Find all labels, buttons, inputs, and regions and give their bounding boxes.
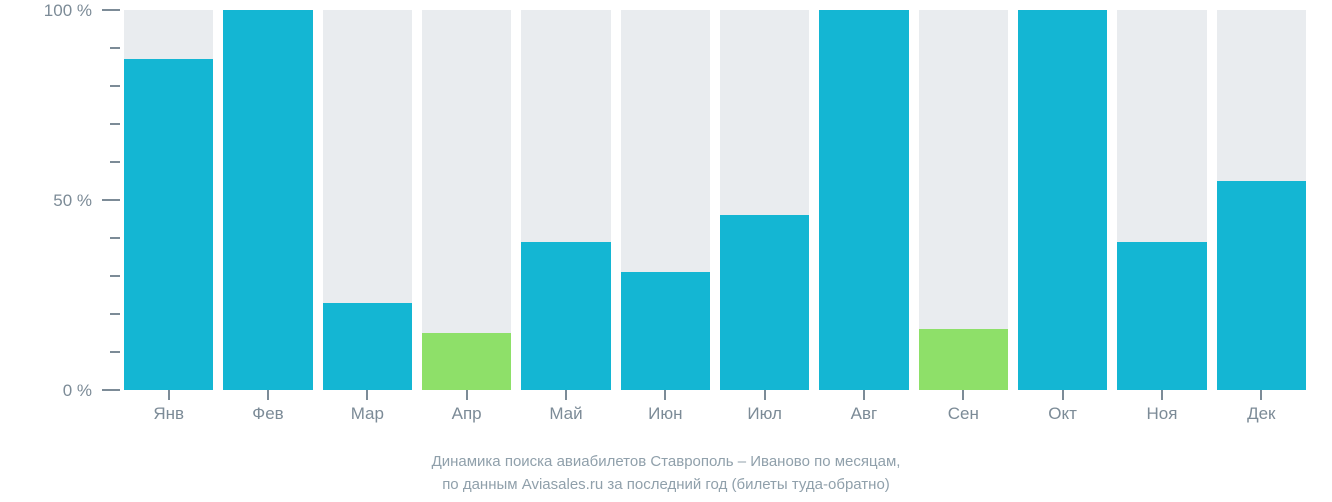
x-tick-mark [267, 390, 269, 400]
y-tick-mark [110, 313, 120, 315]
x-tick-mark [764, 390, 766, 400]
x-label-text: Дек [1217, 404, 1306, 424]
bar-fill [1217, 181, 1306, 390]
bar-slot [1117, 10, 1206, 390]
x-tick-mark [466, 390, 468, 400]
y-tick-label: 100 % [44, 2, 92, 19]
x-tick-mark [1161, 390, 1163, 400]
x-label: Июл [720, 394, 809, 434]
bar-background [621, 10, 710, 390]
x-label-text: Фев [223, 404, 312, 424]
bar-background [919, 10, 1008, 390]
x-label: Авг [819, 394, 908, 434]
x-tick-mark [1260, 390, 1262, 400]
x-label-text: Июн [621, 404, 710, 424]
bar-slot [919, 10, 1008, 390]
x-label: Фев [223, 394, 312, 434]
bar-fill [621, 272, 710, 390]
bar-background [124, 10, 213, 390]
x-label-text: Окт [1018, 404, 1107, 424]
y-tick-mark [102, 389, 120, 391]
x-label-text: Ноя [1117, 404, 1206, 424]
bar-background [819, 10, 908, 390]
bar-slot [521, 10, 610, 390]
x-tick-mark [1062, 390, 1064, 400]
x-label-text: Сен [919, 404, 1008, 424]
x-tick-mark [863, 390, 865, 400]
x-label: Мар [323, 394, 412, 434]
y-tick-mark [110, 161, 120, 163]
bar-background [1117, 10, 1206, 390]
caption-line-2: по данным Aviasales.ru за последний год … [0, 474, 1332, 497]
caption-line-1: Динамика поиска авиабилетов Ставрополь –… [0, 451, 1332, 474]
plot-area [120, 10, 1310, 390]
bar-fill [124, 59, 213, 390]
bar-background [323, 10, 412, 390]
x-label-text: Янв [124, 404, 213, 424]
x-label: Окт [1018, 394, 1107, 434]
y-tick-mark [110, 275, 120, 277]
bar-fill [919, 329, 1008, 390]
x-label-text: Июл [720, 404, 809, 424]
y-tick-mark [110, 237, 120, 239]
bar-background [1018, 10, 1107, 390]
chart-caption: Динамика поиска авиабилетов Ставрополь –… [0, 451, 1332, 496]
x-label: Апр [422, 394, 511, 434]
bar-fill [223, 10, 312, 390]
bar-slot [223, 10, 312, 390]
y-tick-label: 0 % [63, 382, 92, 399]
y-tick-mark [110, 123, 120, 125]
x-tick-mark [565, 390, 567, 400]
x-tick-mark [962, 390, 964, 400]
bars-container [120, 10, 1310, 390]
bar-fill [819, 10, 908, 390]
bar-slot [720, 10, 809, 390]
x-tick-mark [664, 390, 666, 400]
x-label-text: Мар [323, 404, 412, 424]
bar-slot [819, 10, 908, 390]
bar-slot [621, 10, 710, 390]
bar-background [223, 10, 312, 390]
bar-background [720, 10, 809, 390]
monthly-search-bar-chart: 0 %50 %100 % ЯнвФевМарАпрМайИюнИюлАвгСен… [0, 0, 1332, 502]
y-axis: 0 %50 %100 % [0, 10, 120, 390]
bar-slot [323, 10, 412, 390]
x-axis: Янв Фев Мар Апр Май Июн Июл Авг Сен Окт Ноя Дек [120, 394, 1310, 434]
bar-slot [422, 10, 511, 390]
x-label: Май [521, 394, 610, 434]
x-label-text: Май [521, 404, 610, 424]
x-label: Сен [919, 394, 1008, 434]
y-tick-mark [102, 9, 120, 11]
bar-fill [1018, 10, 1107, 390]
bar-fill [720, 215, 809, 390]
bar-slot [1018, 10, 1107, 390]
x-label: Июн [621, 394, 710, 434]
bar-background [1217, 10, 1306, 390]
x-tick-mark [168, 390, 170, 400]
x-label: Дек [1217, 394, 1306, 434]
bar-fill [422, 333, 511, 390]
bar-background [521, 10, 610, 390]
x-label-text: Апр [422, 404, 511, 424]
bar-fill [521, 242, 610, 390]
x-label-text: Авг [819, 404, 908, 424]
x-label: Янв [124, 394, 213, 434]
x-tick-mark [366, 390, 368, 400]
y-tick-mark [110, 85, 120, 87]
y-tick-mark [110, 351, 120, 353]
y-tick-label: 50 % [53, 192, 92, 209]
y-tick-mark [110, 47, 120, 49]
bar-fill [323, 303, 412, 390]
bar-slot [1217, 10, 1306, 390]
x-label: Ноя [1117, 394, 1206, 434]
bar-slot [124, 10, 213, 390]
bar-background [422, 10, 511, 390]
bar-fill [1117, 242, 1206, 390]
y-tick-mark [102, 199, 120, 201]
